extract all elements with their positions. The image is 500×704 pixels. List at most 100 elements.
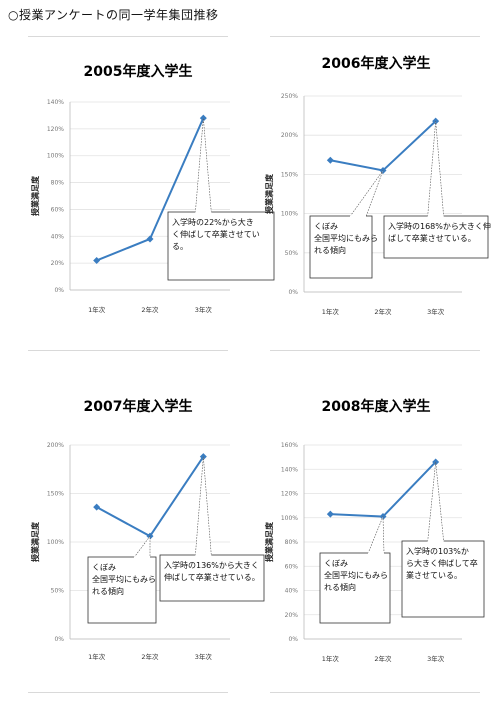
annotation-text: 入学時の103%か (406, 546, 469, 556)
callout-pointer (195, 456, 212, 556)
chart-title: 2006年度入学生 (322, 55, 431, 72)
y-tick-label: 200% (281, 132, 298, 139)
annotation-text: くぼみ (314, 222, 338, 231)
y-tick-label: 40% (285, 588, 299, 595)
callout-box (87, 556, 157, 624)
y-tick-label: 100% (47, 539, 64, 546)
separator-top (28, 36, 228, 37)
x-tick-label: 3年次 (195, 652, 213, 661)
callout-pointer (349, 170, 384, 217)
callout-box (167, 211, 275, 281)
annotation-text: ら大きく伸ばして卒 (406, 558, 478, 568)
y-tick-label: 0% (288, 636, 298, 643)
x-tick-label: 2年次 (374, 307, 392, 316)
y-tick-label: 60% (285, 563, 299, 570)
annotation-text: 入学時の168%から大きく伸 (388, 221, 491, 231)
y-tick-label: 250% (281, 93, 298, 100)
chart-title: 2005年度入学生 (84, 63, 193, 80)
y-tick-label: 140% (47, 99, 64, 106)
annotation-text: れる傾向 (92, 586, 124, 596)
annotation-text: く伸ばして卒業させてい (172, 229, 260, 239)
y-tick-label: 160% (281, 442, 298, 449)
chart-svg: 2008年度入学生 0% 20% 40% 60% 80% 100% 120% 140% 160% 授… (264, 398, 485, 663)
separator-top (270, 36, 480, 37)
x-tick-label: 3年次 (427, 307, 445, 316)
series-line (330, 120, 437, 172)
annotation-text: 入学時の22%から大き (172, 217, 254, 227)
x-tick-label: 2年次 (141, 652, 159, 661)
separator-bottom (270, 692, 480, 693)
x-tick-label: 2年次 (374, 654, 392, 663)
callout-pointer (427, 461, 444, 542)
data-point (326, 156, 334, 164)
data-point (93, 256, 101, 264)
chart-panel-2006: 2006年度入学生 0% 50% 100% 150% 200% 250% 授業満足度 1年次 2年… (262, 40, 491, 330)
chart-svg: 2005年度入学生 0% 20% 40% 60% 80% 100% 120% 140% 授業満足度… (30, 63, 275, 314)
y-tick-label: 80% (285, 539, 299, 546)
y-tick-label: 100% (281, 211, 298, 218)
chart-title: 2007年度入学生 (84, 398, 193, 415)
y-axis-label: 授業満足度 (264, 521, 274, 562)
data-point (93, 503, 101, 511)
x-tick-label: 2年次 (141, 305, 159, 314)
callout-box (401, 540, 485, 618)
y-tick-label: 50% (51, 588, 65, 595)
y-tick-label: 100% (281, 515, 298, 522)
annotation-text: ばして卒業させている。 (388, 233, 476, 243)
annotation-text: くぼみ (92, 563, 116, 572)
callout-box (319, 552, 391, 624)
callout-pointer (133, 535, 151, 558)
y-tick-label: 20% (285, 612, 299, 619)
y-tick-label: 200% (47, 442, 64, 449)
y-tick-label: 140% (281, 466, 298, 473)
page-title: ○授業アンケートの同一学年集団推移 (8, 8, 219, 22)
annotation-text: 全国平均にもみら (324, 570, 388, 580)
annotation-text: 業させている。 (406, 570, 462, 580)
chart-svg: 2007年度入学生 0% 50% 100% 150% 200% 授業満足度 1年次 2年次 3年次… (30, 398, 265, 661)
y-tick-label: 120% (47, 126, 64, 133)
x-tick-label: 1年次 (88, 652, 106, 661)
series-line (330, 461, 437, 518)
y-tick-label: 0% (54, 636, 64, 643)
y-tick-label: 150% (281, 171, 298, 178)
callout-pointer (367, 516, 385, 554)
chart-title: 2008年度入学生 (322, 398, 431, 415)
annotation-text: る。 (172, 242, 188, 251)
separator-middle (28, 350, 228, 351)
data-point (146, 235, 154, 243)
y-tick-label: 40% (51, 233, 65, 240)
callout-box (383, 215, 489, 259)
x-tick-label: 1年次 (88, 305, 106, 314)
series-line (96, 456, 205, 538)
x-tick-label: 1年次 (322, 307, 340, 316)
x-tick-label: 3年次 (195, 305, 213, 314)
y-tick-label: 80% (51, 180, 65, 187)
y-axis-label: 授業満足度 (30, 521, 40, 562)
chart-svg: 2006年度入学生 0% 50% 100% 150% 200% 250% 授業満足度 1年次 2年… (264, 55, 491, 316)
y-tick-label: 60% (51, 206, 65, 213)
callout-box (309, 215, 373, 279)
x-tick-label: 1年次 (322, 654, 340, 663)
chart-panel-2008: 2008年度入学生 0% 20% 40% 60% 80% 100% 120% 140% 160% 授… (262, 385, 490, 670)
annotation-text: れる傾向 (324, 582, 356, 592)
y-axis-label: 授業満足度 (30, 175, 40, 216)
y-tick-label: 0% (288, 289, 298, 296)
x-tick-label: 3年次 (427, 654, 445, 663)
y-tick-label: 0% (54, 287, 64, 294)
chart-panel-2007: 2007年度入学生 0% 50% 100% 150% 200% 授業満足度 1年次 2年次 3年次… (28, 385, 265, 670)
annotation-text: 全国平均にもみら (314, 233, 378, 243)
annotation-text: 入学時の136%から大きく (164, 560, 259, 570)
annotation-text: れる傾向 (314, 245, 346, 255)
y-tick-label: 120% (281, 491, 298, 498)
y-axis-label: 授業満足度 (264, 173, 274, 214)
annotation-text: くぼみ (324, 559, 348, 568)
chart-panel-2005: 2005年度入学生 0% 20% 40% 60% 80% 100% 120% 140% 授業満足度… (28, 40, 275, 330)
y-tick-label: 100% (47, 153, 64, 160)
callout-box (159, 554, 265, 602)
separator-bottom (28, 692, 228, 693)
annotation-text: 全国平均にもみら (92, 574, 156, 584)
y-tick-label: 50% (285, 250, 299, 257)
y-tick-label: 150% (47, 491, 64, 498)
y-tick-label: 20% (51, 260, 65, 267)
data-point (326, 510, 334, 518)
